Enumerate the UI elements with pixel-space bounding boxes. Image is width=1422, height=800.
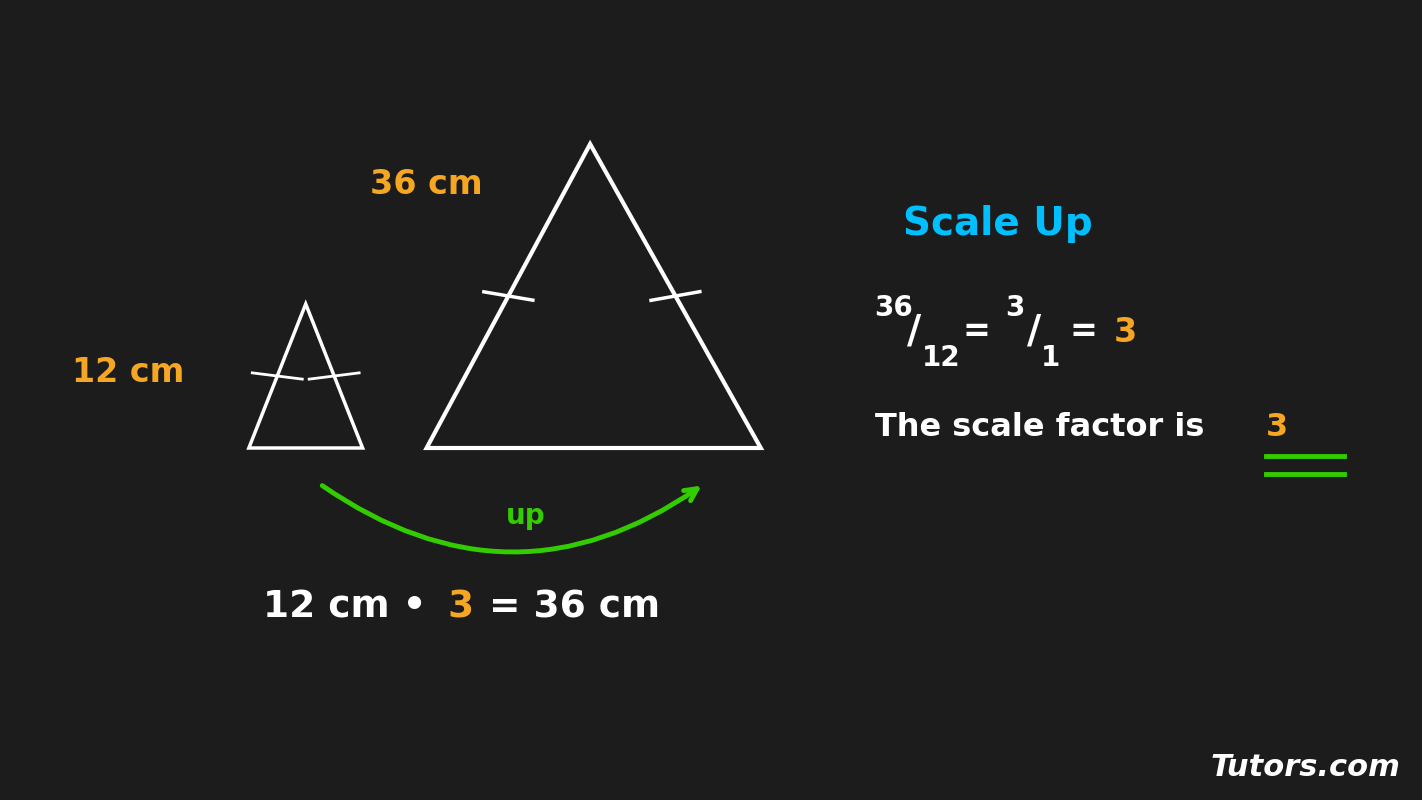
Text: = 36 cm: = 36 cm: [476, 590, 660, 626]
Text: 3: 3: [1005, 294, 1025, 322]
FancyArrowPatch shape: [323, 486, 697, 552]
Text: 12 cm •: 12 cm •: [263, 590, 439, 626]
Text: The scale factor is: The scale factor is: [875, 413, 1214, 443]
Text: /: /: [907, 313, 921, 351]
Text: 12: 12: [921, 344, 960, 371]
Text: 3: 3: [448, 590, 474, 626]
Text: Scale Up: Scale Up: [903, 205, 1092, 243]
Text: 3: 3: [1113, 315, 1136, 349]
Text: 12 cm: 12 cm: [71, 355, 185, 389]
Text: 36 cm: 36 cm: [370, 167, 483, 201]
Text: =: =: [1069, 315, 1098, 349]
Text: up: up: [506, 502, 546, 530]
Text: 36: 36: [875, 294, 913, 322]
Text: /: /: [1027, 313, 1041, 351]
Text: 3: 3: [1266, 413, 1288, 443]
Text: =: =: [963, 315, 991, 349]
Text: 1: 1: [1041, 344, 1061, 371]
Text: Tutors.com: Tutors.com: [1210, 754, 1401, 782]
